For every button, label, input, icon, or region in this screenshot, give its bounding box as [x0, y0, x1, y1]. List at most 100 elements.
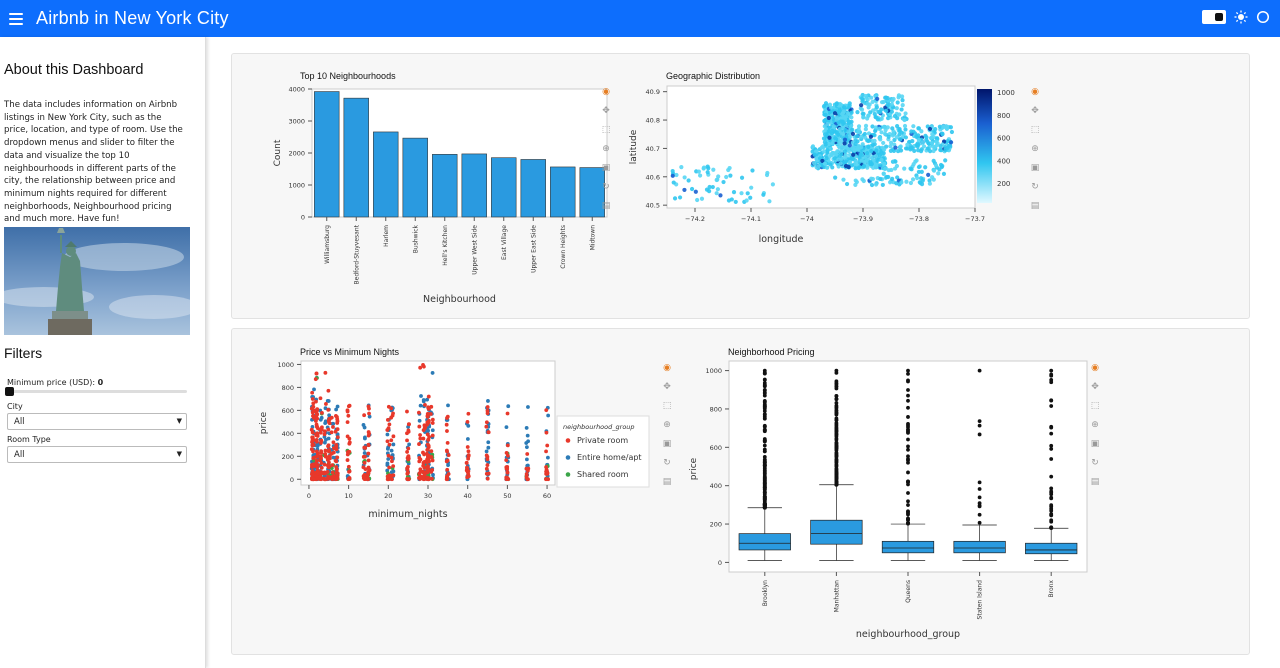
- scatter-point: [347, 440, 352, 445]
- min-price-slider[interactable]: [5, 387, 187, 396]
- reset-icon[interactable]: ↻: [1091, 458, 1099, 468]
- scatter-point: [366, 471, 371, 475]
- geo-point: [844, 159, 848, 163]
- scatter-point: [314, 371, 319, 376]
- scatter-point: [319, 449, 323, 454]
- scatter-point: [417, 418, 422, 423]
- box-chart[interactable]: 0 200 400 600 800 1000 Brooklyn Manhattan Queens…: [682, 359, 1092, 644]
- sun-icon[interactable]: [1234, 10, 1248, 24]
- scatter-point: [484, 420, 489, 425]
- scatter-point: [345, 420, 350, 425]
- geo-point: [934, 140, 938, 144]
- geo-point: [871, 159, 875, 163]
- scatter-point: [335, 455, 340, 460]
- geo-point: [827, 129, 831, 133]
- pan-icon[interactable]: ✥: [663, 382, 671, 392]
- geo-point: [706, 166, 710, 170]
- x-tick-label: Midtown: [589, 225, 596, 251]
- outlier: [762, 449, 767, 454]
- bokeh-logo-icon[interactable]: ◉: [602, 87, 610, 97]
- box-zoom-icon[interactable]: ⬚: [601, 125, 611, 135]
- city-select[interactable]: All ▼: [7, 413, 187, 430]
- outlier: [762, 454, 767, 459]
- outlier: [906, 503, 910, 507]
- outlier: [1049, 443, 1054, 448]
- save-icon[interactable]: ▣: [1090, 439, 1100, 449]
- slider-handle[interactable]: [5, 387, 14, 396]
- menu-icon[interactable]: [9, 12, 23, 25]
- scatter-point: [546, 413, 551, 418]
- bokeh-logo-icon[interactable]: ◉: [1031, 87, 1039, 97]
- scatter-point: [322, 471, 327, 476]
- geo-point: [941, 125, 945, 129]
- geo-chart[interactable]: −74.2 −74.1 −74 −73.9 −73.8 −73.7 40.5 40.6 40.7…: [622, 82, 1032, 252]
- scatter-point: [331, 425, 335, 429]
- outlier: [762, 383, 767, 387]
- reset-icon[interactable]: ↻: [1031, 182, 1039, 192]
- geo-point: [825, 148, 829, 152]
- colorbar-tick-label: 1000: [997, 89, 1015, 97]
- scatter-point: [426, 465, 430, 469]
- geo-point: [903, 127, 907, 131]
- geo-point: [842, 109, 846, 113]
- hover-icon[interactable]: ▤: [662, 477, 672, 487]
- box-zoom-icon[interactable]: ⬚: [1090, 401, 1100, 411]
- hover-icon[interactable]: ▤: [1090, 477, 1100, 487]
- scatter-point: [386, 457, 391, 461]
- wheel-zoom-icon[interactable]: ⊕: [663, 420, 671, 430]
- geo-point: [876, 117, 880, 121]
- save-icon[interactable]: ▣: [601, 163, 611, 173]
- box-zoom-icon[interactable]: ⬚: [1030, 125, 1040, 135]
- scatter-point: [346, 477, 351, 481]
- outlier: [977, 368, 982, 373]
- y-axis-label: latitude: [629, 129, 639, 164]
- hover-icon[interactable]: ▤: [601, 201, 611, 211]
- scatter-chart[interactable]: 0 10 20 30 40 50 6002004006008001000neighbourh…: [252, 359, 652, 524]
- scatter-point: [421, 477, 426, 482]
- geo-point: [890, 177, 894, 181]
- reset-icon[interactable]: ↻: [602, 182, 610, 192]
- scatter-point: [313, 419, 318, 423]
- geo-point: [822, 149, 826, 153]
- scatter-point: [422, 423, 427, 428]
- scatter-point: [422, 470, 426, 475]
- scatter-point: [418, 365, 423, 370]
- geo-point: [862, 164, 866, 168]
- scatter-point: [367, 406, 371, 411]
- scatter-point: [445, 429, 449, 433]
- pan-icon[interactable]: ✥: [602, 106, 610, 116]
- wheel-zoom-icon[interactable]: ⊕: [602, 144, 610, 154]
- pan-icon[interactable]: ✥: [1031, 106, 1039, 116]
- save-icon[interactable]: ▣: [1030, 163, 1040, 173]
- geo-point: [857, 166, 861, 170]
- geo-point: [833, 136, 837, 140]
- y-tick-label: 4000: [288, 86, 305, 94]
- scatter-point: [327, 448, 331, 453]
- save-icon[interactable]: ▣: [662, 439, 672, 449]
- room-type-select[interactable]: All ▼: [7, 446, 187, 463]
- wheel-zoom-icon[interactable]: ⊕: [1091, 420, 1099, 430]
- bar-chart[interactable]: 0 1000 2000 3000 4000 Williamsburg Bedford-Stu…: [252, 82, 612, 312]
- reset-icon[interactable]: ↻: [663, 458, 671, 468]
- geo-point: [890, 110, 894, 114]
- contrast-icon[interactable]: [1256, 10, 1270, 24]
- scatter-point: [330, 470, 335, 475]
- scatter-point: [389, 455, 394, 460]
- wheel-zoom-icon[interactable]: ⊕: [1031, 144, 1039, 154]
- scatter-point: [418, 433, 422, 437]
- box-zoom-icon[interactable]: ⬚: [662, 401, 672, 411]
- scatter-point: [362, 451, 367, 455]
- pan-icon[interactable]: ✥: [1091, 382, 1099, 392]
- geo-point: [875, 105, 879, 109]
- scatter-point: [445, 440, 450, 445]
- geo-point: [877, 127, 881, 131]
- bokeh-logo-icon[interactable]: ◉: [663, 363, 671, 373]
- scatter-point: [485, 476, 490, 481]
- geo-point: [879, 158, 883, 162]
- bokeh-logo-icon[interactable]: ◉: [1091, 363, 1099, 373]
- geo-point: [728, 166, 732, 170]
- hover-icon[interactable]: ▤: [1030, 201, 1040, 211]
- theme-toggle[interactable]: [1202, 10, 1226, 24]
- geo-point: [861, 142, 865, 146]
- geo-point: [902, 118, 906, 122]
